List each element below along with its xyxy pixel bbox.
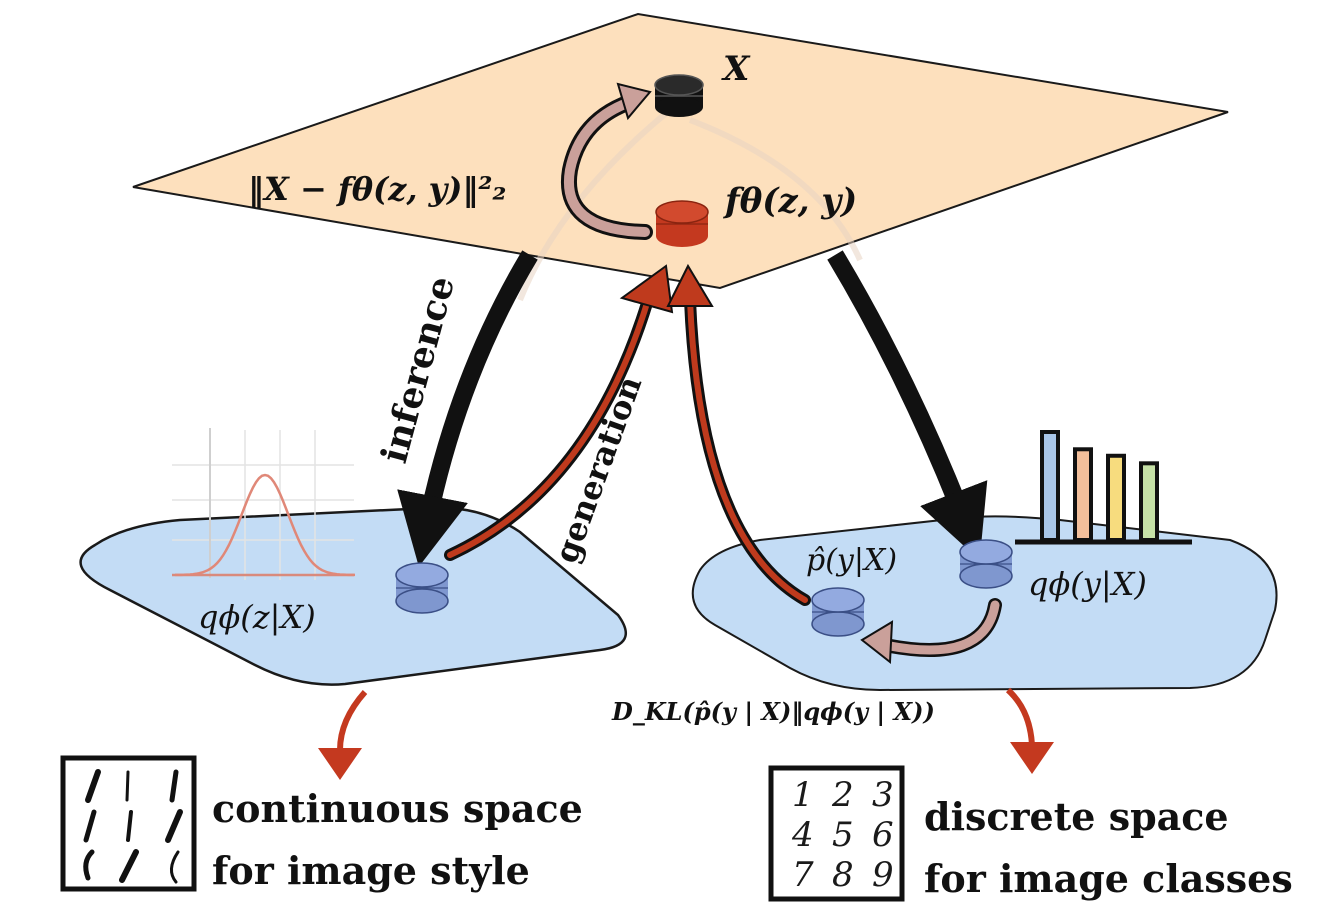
- kl-feedback-arrow: [860, 598, 1002, 664]
- q-y-node: [959, 539, 1013, 589]
- digit-5: 5: [832, 815, 854, 855]
- continuous-latent-plane: [79, 506, 628, 686]
- q-y-label: qϕ(y|X): [1028, 565, 1147, 603]
- generation-arrow-right: [666, 263, 811, 606]
- inference-arrow-right: [827, 250, 988, 561]
- digit-2: 2: [831, 775, 854, 815]
- discrete-legend: 1 2 3 4 5 6 7 8 9 discrete space for image class…: [768, 765, 1293, 902]
- p-hat-node: [811, 587, 865, 637]
- z-latent-node: [395, 562, 449, 614]
- continuous-legend-line1: continuous space: [212, 786, 583, 831]
- class-bar-1: [1040, 430, 1060, 542]
- continuous-legend: continuous space for image style: [60, 755, 583, 893]
- f-node: [655, 200, 709, 247]
- p-hat-label: p̂(y|X): [806, 543, 897, 578]
- class-output-arrow: [1005, 687, 1054, 774]
- class-bar-3: [1106, 453, 1126, 543]
- x-node: [654, 74, 704, 117]
- reconstruction-feedback-arrow: [560, 82, 653, 240]
- style-samples-strokes: [83, 769, 183, 884]
- class-samples-digits: 1 2 3 4 5 6 7 8 9: [791, 775, 894, 895]
- faint-connector-right: [688, 117, 863, 262]
- class-bar-4: [1139, 461, 1159, 543]
- gaussian-curve: [175, 473, 355, 577]
- q-z-label: qϕ(z|X): [198, 598, 316, 636]
- class-samples-box: [768, 765, 905, 902]
- discrete-legend-line2: for image classes: [924, 856, 1293, 901]
- digit-7: 7: [792, 855, 814, 895]
- style-output-arrow: [318, 690, 368, 780]
- f-label: fθ(z, y): [723, 181, 857, 221]
- digit-6: 6: [872, 815, 894, 855]
- inference-arrow-left: [397, 250, 538, 567]
- x-label: X: [721, 49, 751, 89]
- digit-9: 9: [872, 855, 894, 895]
- class-distribution-chart: [1015, 430, 1192, 545]
- discrete-legend-line1: discrete space: [924, 794, 1229, 839]
- gaussian-chart: [172, 428, 355, 580]
- digit-8: 8: [832, 855, 854, 895]
- reconstruction-loss-label: ‖X − fθ(z, y)‖²₂: [248, 170, 506, 208]
- digit-1: 1: [792, 775, 814, 815]
- digit-3: 3: [872, 775, 894, 815]
- kl-divergence-label: D_KL(p̂(y | X)‖qϕ(y | X)): [611, 697, 935, 726]
- generation-arrow-left: [444, 264, 674, 561]
- continuous-legend-line2: for image style: [212, 848, 530, 893]
- digit-4: 4: [791, 815, 814, 855]
- class-bar-2: [1073, 447, 1093, 542]
